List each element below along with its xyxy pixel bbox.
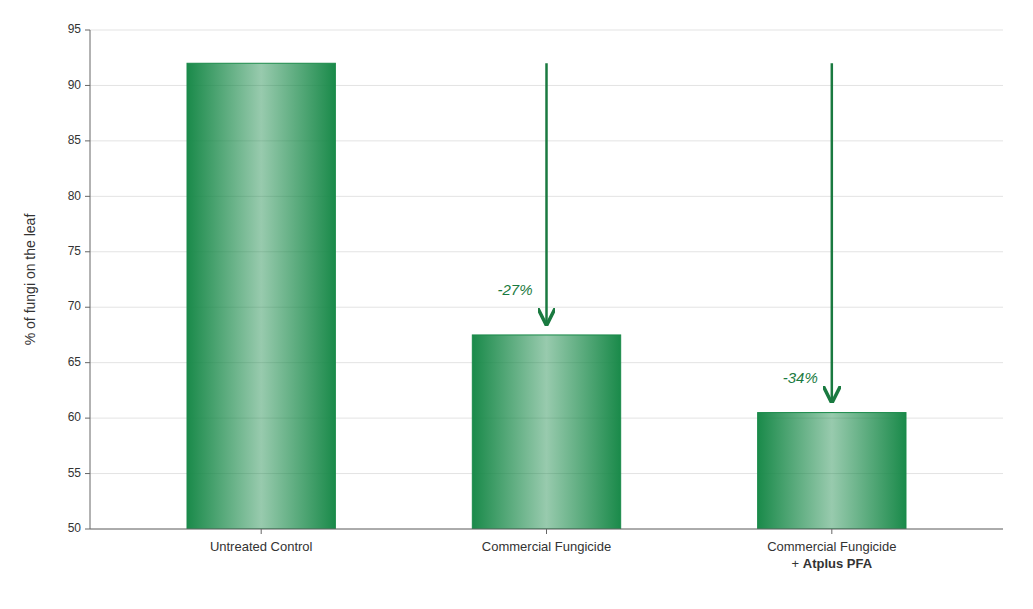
y-tick [85, 473, 90, 474]
arrow [545, 63, 548, 324]
annotation: -34% [783, 369, 818, 386]
x-axis: Untreated ControlCommercial FungicideCom… [90, 529, 1003, 571]
y-tick-label: 55 [68, 466, 82, 480]
x-tick [261, 529, 262, 534]
y-axis-label: % of fungi on the leaf [22, 214, 38, 346]
y-tick [85, 140, 90, 141]
x-tick-label: Untreated Control [210, 539, 313, 554]
label-bold: Atplus PFA [803, 556, 873, 571]
y-tick [85, 529, 90, 530]
grid-line [90, 30, 1003, 31]
x-tick-label: Commercial Fungicide + Atplus PFA [767, 539, 896, 571]
bar [472, 335, 620, 529]
arrow [831, 63, 834, 401]
x-tick-label: Commercial Fungicide [482, 539, 611, 554]
y-tick [85, 418, 90, 419]
annotation: -27% [497, 281, 532, 298]
chart-container: 50 55 60 65 70 75 80 85 90 95 Untreated Control Com… [0, 0, 1033, 609]
y-tick-label: 85 [68, 133, 82, 147]
y-tick-label: 60 [68, 410, 82, 424]
x-tick [546, 529, 547, 534]
label-line: + [792, 556, 803, 571]
y-tick [85, 251, 90, 252]
y-tick-label: 95 [68, 22, 82, 36]
y-tick-label: 75 [68, 244, 82, 258]
y-tick-label: 70 [68, 299, 82, 313]
y-tick-label: 65 [68, 355, 82, 369]
x-tick [831, 529, 832, 534]
bar [758, 413, 906, 529]
y-tick [85, 362, 90, 363]
y-axis: 50 55 60 65 70 75 80 85 90 95 [68, 22, 90, 535]
annotations: -27% -34% [497, 63, 831, 401]
y-tick [85, 30, 90, 31]
y-axis-line [90, 30, 91, 529]
bars [187, 63, 906, 529]
y-tick-label: 90 [68, 78, 82, 92]
y-tick [85, 307, 90, 308]
y-tick-label: 80 [68, 189, 82, 203]
y-tick-label: 50 [68, 521, 82, 535]
grid [90, 30, 1003, 529]
chart-svg: 50 55 60 65 70 75 80 85 90 95 Untreated Control Com… [0, 0, 1033, 609]
bar [187, 63, 335, 529]
y-tick [85, 85, 90, 86]
y-tick [85, 196, 90, 197]
label-line: Commercial Fungicide [767, 539, 896, 554]
